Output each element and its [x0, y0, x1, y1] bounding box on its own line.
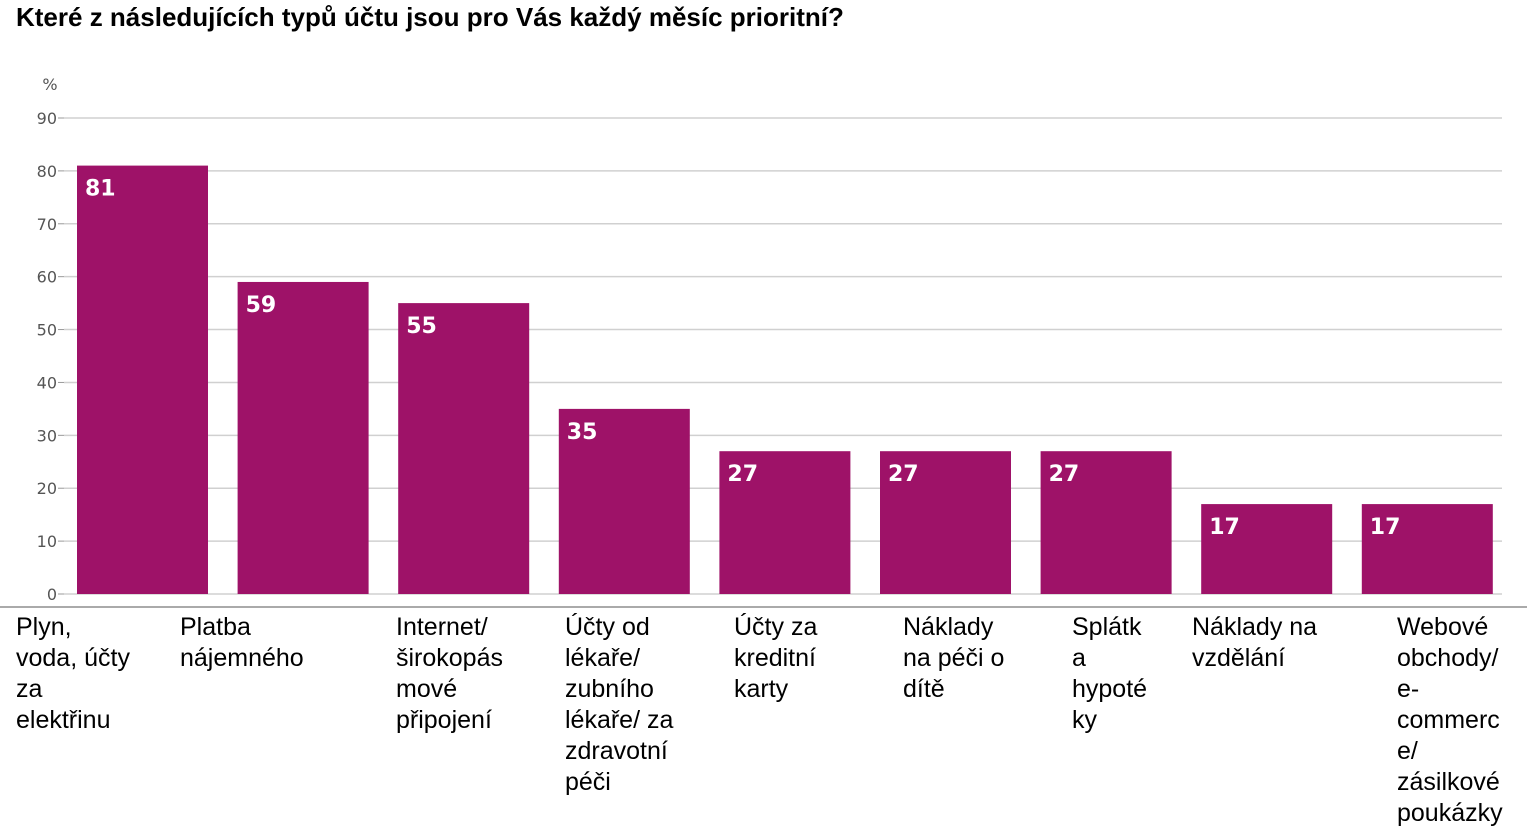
y-tick-label: 30 [37, 426, 57, 445]
data-label: 27 [727, 462, 758, 487]
category-label-line: vzdělání [1192, 644, 1286, 672]
category-label-line: mové [396, 675, 458, 703]
y-tick-label: 60 [37, 268, 57, 287]
category-label-line: Webové [1397, 613, 1489, 641]
category-label-line: elektřinu [16, 706, 111, 734]
category-label: Internet/širokopás mové připojení [396, 612, 503, 736]
category-label-line: lékaře/ za [565, 706, 674, 734]
data-label: 81 [85, 177, 116, 202]
y-tick-label: 20 [37, 479, 57, 498]
category-label-line: dítě [903, 675, 945, 703]
category-label-line: a [1072, 644, 1086, 672]
data-label: 17 [1370, 515, 1401, 540]
data-label: 27 [1049, 462, 1080, 487]
category-label-line: zdravotní [565, 737, 668, 765]
category-label-line: Účty od [565, 613, 650, 641]
y-axis-unit: % [42, 75, 57, 94]
data-label: 35 [567, 420, 598, 445]
bar [1040, 451, 1172, 594]
category-label-line: Splátk [1072, 613, 1142, 641]
data-label: 55 [406, 314, 437, 339]
y-tick-label: 10 [37, 532, 57, 551]
y-tick-label: 80 [37, 162, 57, 181]
category-label-line: e- [1397, 675, 1420, 703]
category-label-line: hypoté [1072, 675, 1148, 703]
category-label-line: Internet/ [396, 613, 488, 641]
category-label-line: Náklady [903, 613, 994, 641]
category-label: Náklady na péči o dítě [903, 612, 1004, 705]
y-tick-label: 50 [37, 321, 57, 340]
category-label-line: commerc [1397, 706, 1500, 734]
category-label-line: za [16, 675, 43, 703]
bar [558, 408, 690, 594]
data-label: 27 [888, 462, 919, 487]
category-label: Splátk a hypoté ky [1072, 612, 1147, 736]
category-label-line: Platba [180, 613, 251, 641]
y-tick-label: 90 [37, 109, 57, 128]
category-label-line: ky [1072, 706, 1097, 734]
category-label-line: Náklady na [1192, 613, 1318, 641]
bar [237, 281, 369, 594]
y-tick-label: 70 [37, 215, 57, 234]
category-label: Náklady na vzdělání [1192, 612, 1317, 674]
category-label: Účty od lékaře/zubního lékaře/ za zdravotní… [565, 612, 673, 798]
category-label-line: širokopás [396, 644, 503, 672]
category-label: Platba nájemného [180, 612, 304, 674]
bar [719, 451, 851, 594]
category-label-line: obchody/ [1397, 644, 1499, 672]
category-label: Účty za kreditní karty [734, 612, 817, 705]
category-label-line: poukázky [1397, 799, 1503, 827]
bar [77, 165, 208, 594]
category-label-line: zubního [565, 675, 654, 703]
category-label-line: nájemného [180, 644, 304, 672]
bar [1361, 504, 1493, 594]
category-label-line: voda, účty [16, 644, 130, 672]
category-label-line: lékaře/ [565, 644, 641, 672]
category-label-line: připojení [396, 706, 492, 734]
y-tick-label: 0 [47, 585, 57, 604]
category-label-line: na péči o [903, 644, 1005, 672]
bar [1201, 504, 1333, 594]
y-tick-label: 40 [37, 373, 57, 392]
category-label-line: péči [565, 768, 611, 796]
category-label: Webové obchody/e-commerc e/zásilkové poukáz… [1397, 612, 1503, 829]
chart-title: Které z následujících typů účtu jsou pro… [16, 2, 844, 32]
category-label: Plyn, voda, účty za elektřinu [16, 612, 130, 736]
category-label-line: Účty za [734, 613, 818, 641]
data-label: 17 [1209, 515, 1240, 540]
category-label-line: Plyn, [16, 613, 72, 641]
category-label-line: karty [734, 675, 789, 703]
bar [398, 303, 530, 594]
category-label-line: kreditní [734, 644, 816, 672]
bar [880, 451, 1011, 594]
category-label-line: zásilkové [1397, 768, 1500, 796]
data-label: 59 [246, 293, 277, 318]
category-label-line: e/ [1397, 737, 1418, 765]
